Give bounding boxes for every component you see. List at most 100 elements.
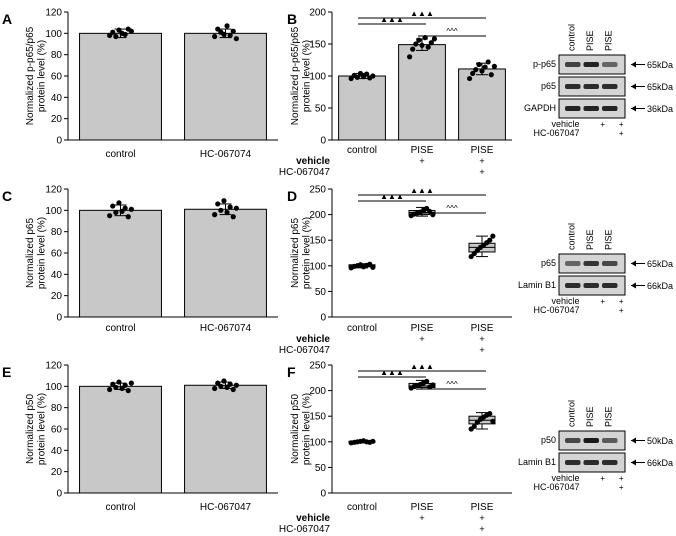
bar xyxy=(398,44,446,141)
y-tick-label: 120 xyxy=(45,185,62,196)
blot-treatment-mark: + xyxy=(619,306,624,315)
data-point xyxy=(470,70,476,77)
blot-treatment-mark: + xyxy=(600,120,605,129)
mw-label: 65kDa xyxy=(647,60,673,70)
y-tick-label: 150 xyxy=(309,40,326,51)
y-tick-label: 100 xyxy=(309,437,326,448)
y-axis-label: Normalized p65protein level (%) xyxy=(290,217,313,289)
data-point xyxy=(490,233,496,239)
panel-letter: B xyxy=(287,11,297,27)
data-point xyxy=(485,59,491,65)
mw-label: 50kDa xyxy=(647,436,673,446)
protein-label: Lamin B1 xyxy=(518,280,556,290)
blot-treatment-mark: + xyxy=(600,474,605,483)
treatment-mark: + xyxy=(419,334,424,344)
treatment-mark: + xyxy=(419,513,424,523)
data-point xyxy=(128,206,134,212)
data-point xyxy=(110,381,116,387)
data-point xyxy=(370,264,376,270)
data-point xyxy=(107,386,113,393)
y-tick-label: 40 xyxy=(51,270,63,281)
protein-band xyxy=(583,106,599,111)
data-point xyxy=(416,37,422,43)
data-point xyxy=(424,378,430,384)
data-point xyxy=(410,46,416,52)
significance-symbol: ▲▲▲ xyxy=(410,362,434,371)
protein-label: Lamin B1 xyxy=(518,457,556,467)
lane-label: PISE xyxy=(585,229,595,250)
treatment-label: vehicle xyxy=(296,334,330,345)
blot-treatment-label: HC-067047 xyxy=(533,482,579,492)
data-point xyxy=(119,385,125,392)
data-point xyxy=(128,380,134,386)
protein-band xyxy=(583,438,599,443)
y-tick-label: 20 xyxy=(51,467,63,478)
category-label: control xyxy=(347,145,377,156)
data-point xyxy=(113,209,119,216)
data-point xyxy=(122,31,128,37)
significance-symbol: ▲▲▲ xyxy=(410,9,434,18)
y-tick-label: 50 xyxy=(315,287,327,298)
protein-label: GAPDH xyxy=(524,103,556,113)
y-tick-label: 0 xyxy=(56,489,62,500)
y-tick-label: 150 xyxy=(309,412,326,423)
data-point xyxy=(230,214,236,220)
category-label: HC-067074 xyxy=(200,149,252,160)
y-tick-label: 120 xyxy=(45,361,62,372)
y-axis-label: Normalized p50protein level (%) xyxy=(290,393,313,465)
protein-band xyxy=(602,62,618,67)
y-tick-label: 50 xyxy=(315,104,327,115)
y-tick-label: 100 xyxy=(309,261,326,272)
y-tick-label: 100 xyxy=(309,72,326,83)
data-point xyxy=(224,209,230,216)
y-axis-label: Normalized p50protein level (%) xyxy=(25,393,48,465)
data-point xyxy=(370,438,376,444)
y-tick-label: 60 xyxy=(51,425,63,436)
y-axis-label: Normalized p65protein level (%) xyxy=(25,217,48,289)
data-point xyxy=(471,423,477,430)
data-point xyxy=(227,32,233,39)
mw-arrow-icon xyxy=(631,282,636,289)
lane-label: PISE xyxy=(603,229,613,250)
protein-band xyxy=(565,106,581,111)
protein-band xyxy=(565,438,581,443)
mw-label: 36kDa xyxy=(647,104,673,114)
data-point xyxy=(125,214,131,220)
lane-label: PISE xyxy=(603,406,613,427)
category-label: PISE xyxy=(471,323,494,334)
data-point xyxy=(107,32,113,39)
protein-label: p-p65 xyxy=(533,59,556,69)
y-tick-label: 0 xyxy=(320,313,326,324)
y-tick-label: 60 xyxy=(51,249,63,260)
treatment-label: HC-067047 xyxy=(279,345,331,356)
y-tick-label: 100 xyxy=(45,382,62,393)
data-point xyxy=(348,75,354,82)
y-tick-label: 80 xyxy=(51,227,63,238)
data-point xyxy=(491,63,497,69)
panel-letter: D xyxy=(287,188,297,204)
data-point xyxy=(110,29,116,35)
protein-band xyxy=(602,283,618,288)
y-tick-label: 0 xyxy=(320,489,326,500)
y-tick-label: 250 xyxy=(309,185,326,196)
bar xyxy=(338,75,386,141)
blot-treatment-mark: + xyxy=(619,483,624,492)
bar xyxy=(458,68,506,141)
protein-band xyxy=(583,84,599,89)
data-point xyxy=(212,33,218,40)
lane-label: control xyxy=(566,223,576,250)
treatment-mark: + xyxy=(479,513,484,523)
data-point xyxy=(125,388,131,394)
data-point xyxy=(218,383,224,389)
data-point xyxy=(482,64,488,70)
bar xyxy=(79,209,162,318)
data-point xyxy=(113,33,119,40)
data-point xyxy=(467,75,473,82)
data-point xyxy=(357,70,364,77)
data-point xyxy=(227,204,233,210)
y-tick-label: 150 xyxy=(309,236,326,247)
mw-arrow-icon xyxy=(631,260,636,267)
y-tick-label: 60 xyxy=(51,72,63,83)
significance-symbol: ▲▲▲ xyxy=(380,15,404,24)
